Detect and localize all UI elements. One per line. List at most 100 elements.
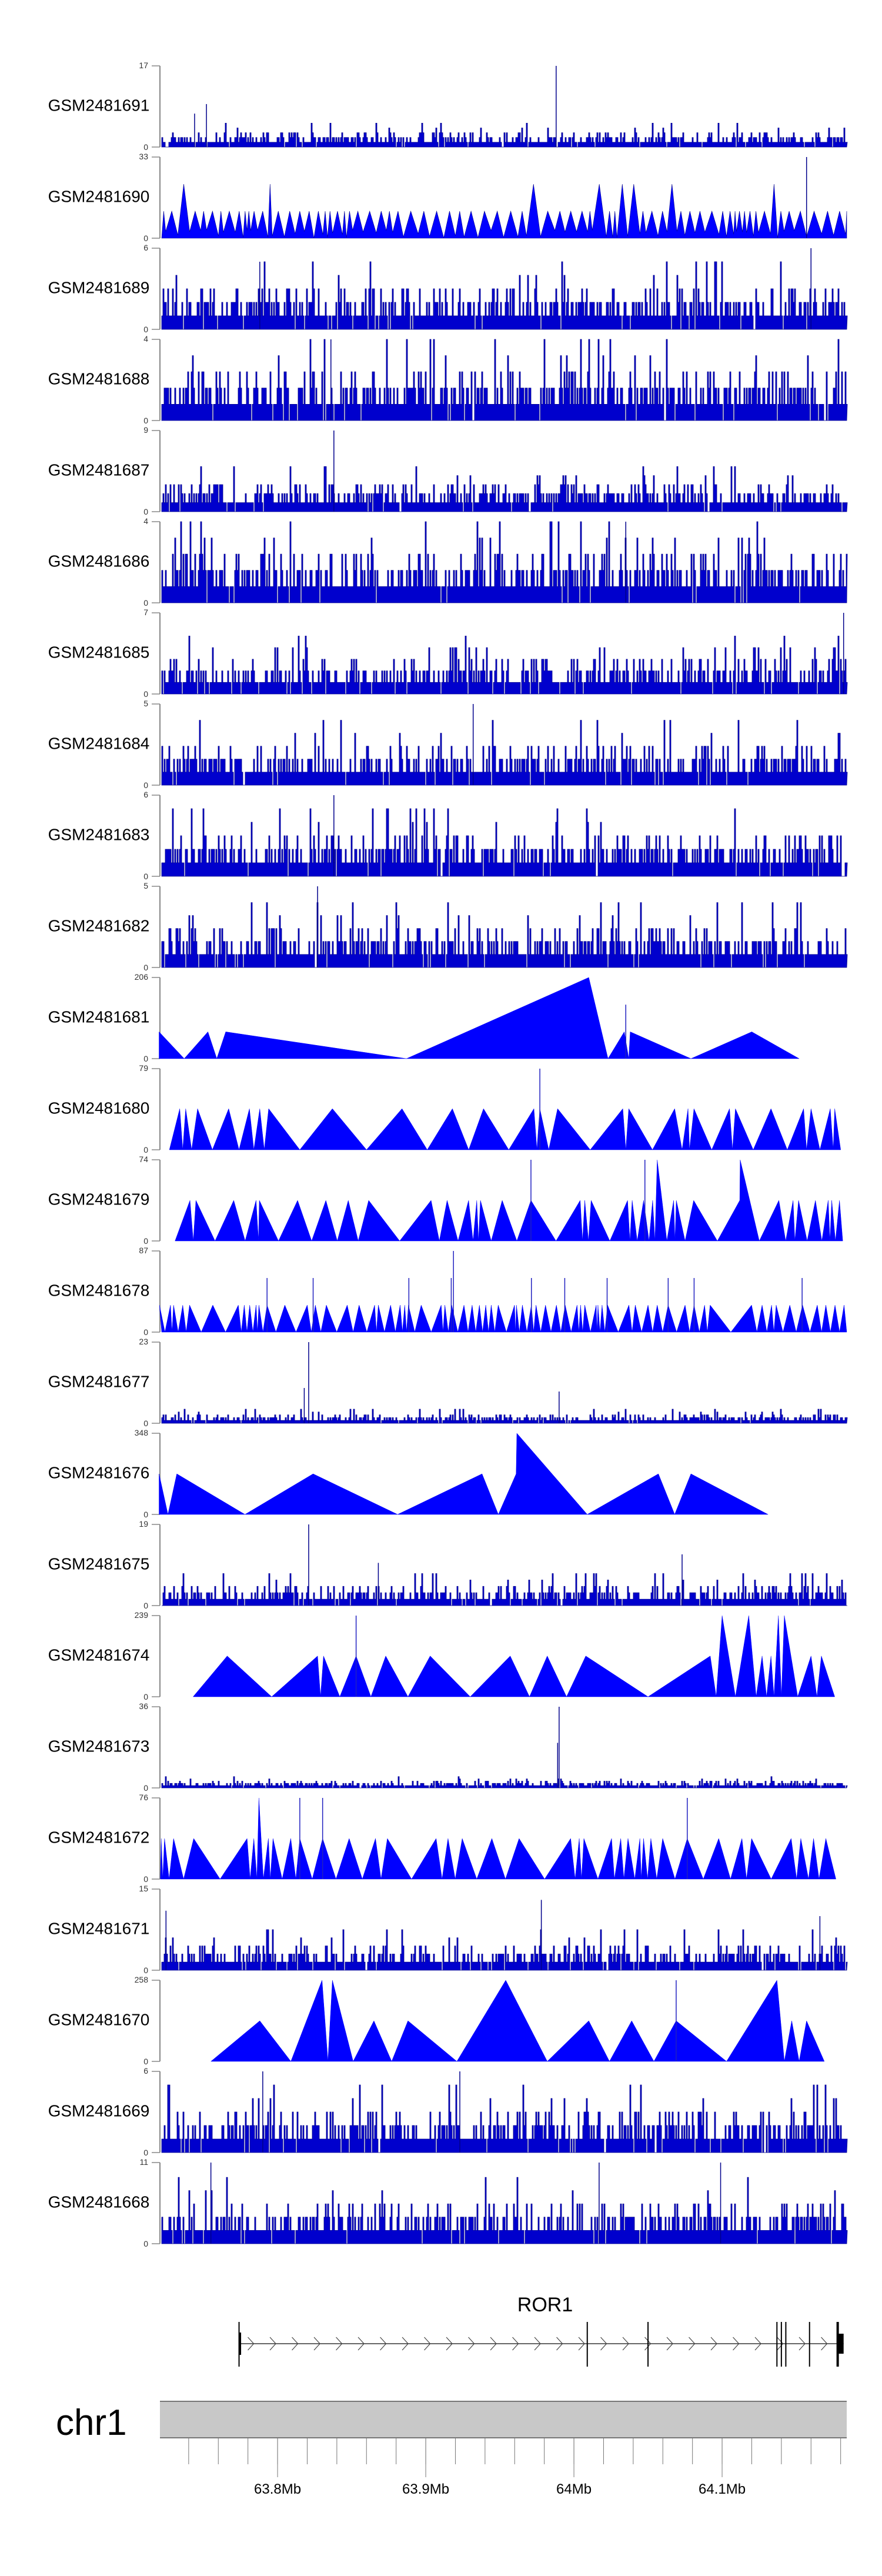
track-title: GSM2481682 <box>48 916 150 935</box>
gene-label: ROR1 <box>517 2294 573 2316</box>
axis-tick-label: 64.1Mb <box>699 2481 746 2497</box>
y-axis-max-label: 6 <box>143 243 148 252</box>
track-title: GSM2481687 <box>48 461 150 479</box>
signal-bars <box>161 902 848 968</box>
signal-bars <box>161 1929 848 1971</box>
y-axis-zero-label: 0 <box>143 325 148 334</box>
strand-arrow-icon <box>578 2337 585 2351</box>
signal-bars <box>161 123 848 148</box>
track-title: GSM2481686 <box>48 552 150 570</box>
signal-bars <box>161 2177 848 2244</box>
y-axis-zero-label: 0 <box>143 1236 148 1246</box>
y-axis-max-label: 206 <box>135 972 149 982</box>
y-axis-zero-label: 0 <box>143 689 148 699</box>
y-axis-max-label: 258 <box>135 1975 149 1984</box>
y-axis-zero-label: 0 <box>143 1054 148 1063</box>
strand-arrow-icon <box>468 2337 475 2351</box>
track-GSM2481691: GSM2481691 17 0 <box>48 61 848 152</box>
signal-bars <box>161 466 848 512</box>
axis-tick-label: 63.8Mb <box>254 2481 301 2497</box>
track-GSM2481670: GSM2481670 258 0 <box>48 1975 825 2066</box>
y-axis-max-label: 4 <box>143 516 148 526</box>
signal-area <box>161 183 847 239</box>
track-GSM2481678: GSM2481678 87 0 <box>48 1246 847 1337</box>
y-axis-max-label: 5 <box>143 881 148 890</box>
signal-area <box>159 1304 847 1333</box>
strand-arrow-icon <box>666 2337 673 2351</box>
y-axis-zero-label: 0 <box>143 507 148 516</box>
y-axis-max-label: 19 <box>139 1519 148 1529</box>
track-GSM2481684: GSM2481684 5 0 <box>48 699 848 790</box>
track-title: GSM2481676 <box>48 1463 150 1481</box>
y-axis-max-label: 5 <box>143 699 148 708</box>
y-axis-max-label: 7 <box>143 608 148 617</box>
track-GSM2481683: GSM2481683 6 0 <box>48 790 848 881</box>
track-GSM2481682: GSM2481682 5 0 <box>48 881 848 972</box>
y-axis-max-label: 74 <box>139 1154 148 1164</box>
y-axis-zero-label: 0 <box>143 233 148 243</box>
track-GSM2481671: GSM2481671 15 0 <box>48 1884 848 1975</box>
strand-arrow-icon <box>710 2337 717 2351</box>
track-title: GSM2481678 <box>48 1281 150 1299</box>
y-axis-max-label: 23 <box>139 1337 148 1346</box>
track-GSM2481686: GSM2481686 4 0 <box>48 516 848 608</box>
signal-bars <box>162 1573 847 1606</box>
signal-bars <box>161 339 848 421</box>
track-GSM2481679: GSM2481679 74 0 <box>48 1154 843 1246</box>
y-axis-zero-label: 0 <box>143 1783 148 1793</box>
strand-arrow-icon <box>424 2337 431 2351</box>
track-title: GSM2481690 <box>48 187 150 205</box>
y-axis-zero-label: 0 <box>143 1327 148 1337</box>
track-title: GSM2481673 <box>48 1737 150 1755</box>
signal-bars <box>161 720 848 786</box>
strand-arrow-icon <box>777 2337 784 2351</box>
y-axis-zero-label: 0 <box>143 1874 148 1884</box>
chromosome-label: chr1 <box>56 2403 127 2443</box>
y-axis-zero-label: 0 <box>143 142 148 152</box>
y-axis-max-label: 33 <box>139 152 148 161</box>
gene-track: ROR1 <box>238 2294 844 2367</box>
y-axis-zero-label: 0 <box>143 780 148 790</box>
track-title: GSM2481671 <box>48 1919 150 1937</box>
strand-arrow-icon <box>733 2337 740 2351</box>
y-axis-max-label: 239 <box>135 1610 149 1620</box>
axis-tick-label: 64Mb <box>556 2481 592 2497</box>
track-title: GSM2481681 <box>48 1007 150 1026</box>
track-GSM2481672: GSM2481672 76 0 <box>48 1793 836 1884</box>
track-GSM2481685: GSM2481685 7 0 <box>48 608 848 699</box>
y-axis-max-label: 9 <box>143 425 148 435</box>
track-GSM2481688: GSM2481688 4 0 <box>48 334 848 425</box>
data-tracks: GSM2481691170GSM2481690330GSM248168960GS… <box>48 61 848 2248</box>
strand-arrow-icon <box>821 2337 828 2351</box>
track-title: GSM2481680 <box>48 1099 150 1117</box>
y-axis-zero-label: 0 <box>143 1692 148 1701</box>
signal-area <box>175 1159 843 1242</box>
strand-arrow-icon <box>534 2337 541 2351</box>
strand-arrow-icon <box>799 2337 806 2351</box>
y-axis-zero-label: 0 <box>143 1419 148 1428</box>
y-axis-max-label: 15 <box>139 1884 148 1893</box>
track-title: GSM2481672 <box>48 1828 150 1846</box>
strand-arrow-icon <box>622 2337 629 2351</box>
track-GSM2481689: GSM2481689 6 0 <box>48 243 848 334</box>
y-axis-max-label: 36 <box>139 1701 148 1711</box>
strand-arrow-icon <box>754 2337 761 2351</box>
signal-area <box>169 1108 841 1150</box>
y-axis-zero-label: 0 <box>143 2148 148 2157</box>
strand-arrow-icon <box>269 2337 276 2351</box>
y-axis-zero-label: 0 <box>143 416 148 425</box>
track-title: GSM2481675 <box>48 1554 150 1573</box>
track-title: GSM2481684 <box>48 734 150 752</box>
strand-arrow-icon <box>446 2337 453 2351</box>
track-GSM2481668: GSM2481668 11 0 <box>48 2157 848 2248</box>
track-GSM2481687: GSM2481687 9 0 <box>48 425 848 516</box>
strand-arrow-icon <box>402 2337 409 2351</box>
y-axis-zero-label: 0 <box>143 1145 148 1154</box>
chromosome-axis: chr1 63.8Mb 63.9Mb 64Mb 64.1Mb <box>56 2401 847 2497</box>
y-axis-zero-label: 0 <box>143 1601 148 1610</box>
signal-area <box>160 1797 836 1880</box>
signal-bars <box>161 808 848 877</box>
strand-arrow-icon <box>689 2337 696 2351</box>
track-GSM2481674: GSM2481674 239 0 <box>48 1610 835 1701</box>
